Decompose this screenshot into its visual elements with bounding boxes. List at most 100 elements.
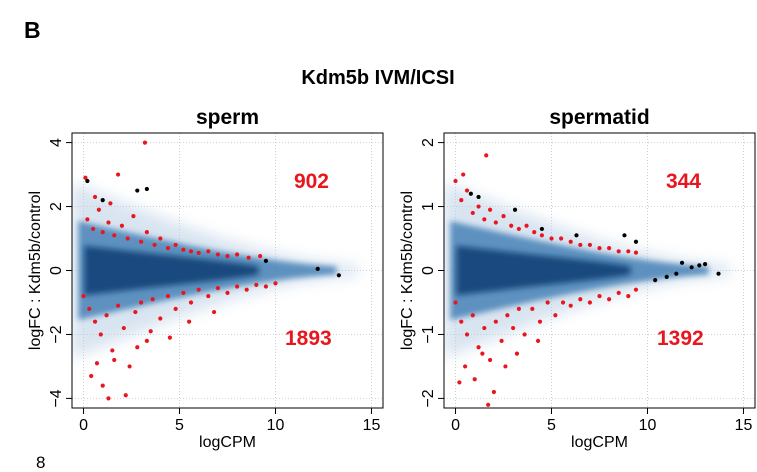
panel-title: sperm xyxy=(196,106,259,129)
point xyxy=(181,290,186,295)
x-tick-label: 15 xyxy=(363,417,381,434)
point xyxy=(215,252,221,257)
point xyxy=(493,319,498,324)
y-tick-label: 4 xyxy=(48,138,65,147)
point xyxy=(509,223,514,228)
point xyxy=(664,274,669,279)
point xyxy=(91,226,96,232)
point xyxy=(484,153,489,158)
point xyxy=(539,226,545,232)
point xyxy=(167,335,173,340)
point xyxy=(152,242,157,248)
point xyxy=(616,290,621,295)
point xyxy=(532,230,537,235)
point xyxy=(470,210,475,216)
point xyxy=(92,194,98,200)
point xyxy=(472,377,477,382)
point xyxy=(587,242,593,248)
density-cloud xyxy=(72,182,359,359)
point xyxy=(100,383,105,388)
point xyxy=(115,172,121,177)
point xyxy=(516,306,521,311)
point xyxy=(470,313,475,318)
count-label: 344 xyxy=(666,170,701,193)
point xyxy=(468,191,473,196)
x-axis-label: logCPM xyxy=(571,434,628,451)
point xyxy=(464,332,470,337)
point xyxy=(100,198,105,203)
point xyxy=(336,273,341,278)
point xyxy=(524,223,529,228)
point xyxy=(94,361,100,366)
point xyxy=(702,262,708,267)
point xyxy=(100,230,105,235)
point xyxy=(503,364,508,369)
point xyxy=(165,246,171,251)
point xyxy=(559,236,564,241)
point xyxy=(679,260,685,265)
y-tick-label: −4 xyxy=(48,389,65,407)
point xyxy=(234,284,240,289)
y-tick-label: −1 xyxy=(420,325,437,343)
point xyxy=(125,236,130,241)
point xyxy=(85,178,90,184)
point xyxy=(568,303,573,308)
point xyxy=(158,236,163,241)
panel-label: B xyxy=(24,17,41,43)
point xyxy=(144,338,149,343)
y-tick-label: 0 xyxy=(420,266,437,275)
point xyxy=(234,252,240,257)
point xyxy=(626,293,631,299)
panel: 0 5 10 15 −4 −2 0 2 4 logCPM logFC : Kdm5b/control… xyxy=(27,106,384,451)
x-tick-label: 0 xyxy=(451,417,460,434)
point xyxy=(112,233,117,238)
point xyxy=(206,293,211,299)
point xyxy=(158,316,163,321)
y-tick-label: 2 xyxy=(48,202,65,211)
point xyxy=(482,217,487,222)
point xyxy=(476,345,481,350)
point xyxy=(144,186,149,192)
point xyxy=(135,345,140,350)
point xyxy=(516,226,521,232)
point xyxy=(119,223,125,228)
point xyxy=(487,207,493,212)
point xyxy=(514,351,520,356)
point xyxy=(689,265,694,270)
x-tick-label: 5 xyxy=(547,417,556,434)
point xyxy=(139,239,144,244)
point xyxy=(574,233,579,238)
point xyxy=(206,249,211,254)
point xyxy=(501,214,506,219)
count-label: 1392 xyxy=(657,327,704,350)
point xyxy=(139,300,144,305)
point xyxy=(511,325,516,331)
point xyxy=(530,306,535,311)
point xyxy=(96,207,101,212)
point xyxy=(225,254,230,259)
point xyxy=(165,293,171,299)
point xyxy=(457,380,462,385)
point xyxy=(622,233,627,238)
point xyxy=(215,285,221,291)
point xyxy=(263,258,268,264)
point xyxy=(476,204,481,209)
y-tick-label: −2 xyxy=(420,389,437,407)
point xyxy=(463,364,468,369)
point xyxy=(87,306,92,311)
point xyxy=(568,239,573,244)
point xyxy=(121,325,126,331)
point xyxy=(653,277,658,283)
panel-title: spermatid xyxy=(549,106,649,129)
point xyxy=(633,287,639,292)
count-label: 1893 xyxy=(285,327,332,350)
point xyxy=(144,230,149,235)
point xyxy=(173,242,178,248)
point xyxy=(196,287,201,292)
point xyxy=(459,319,464,324)
point xyxy=(258,254,263,259)
point xyxy=(476,194,481,200)
point xyxy=(89,373,94,379)
y-axis-label: logFC : Kdm5b/control xyxy=(27,191,44,350)
